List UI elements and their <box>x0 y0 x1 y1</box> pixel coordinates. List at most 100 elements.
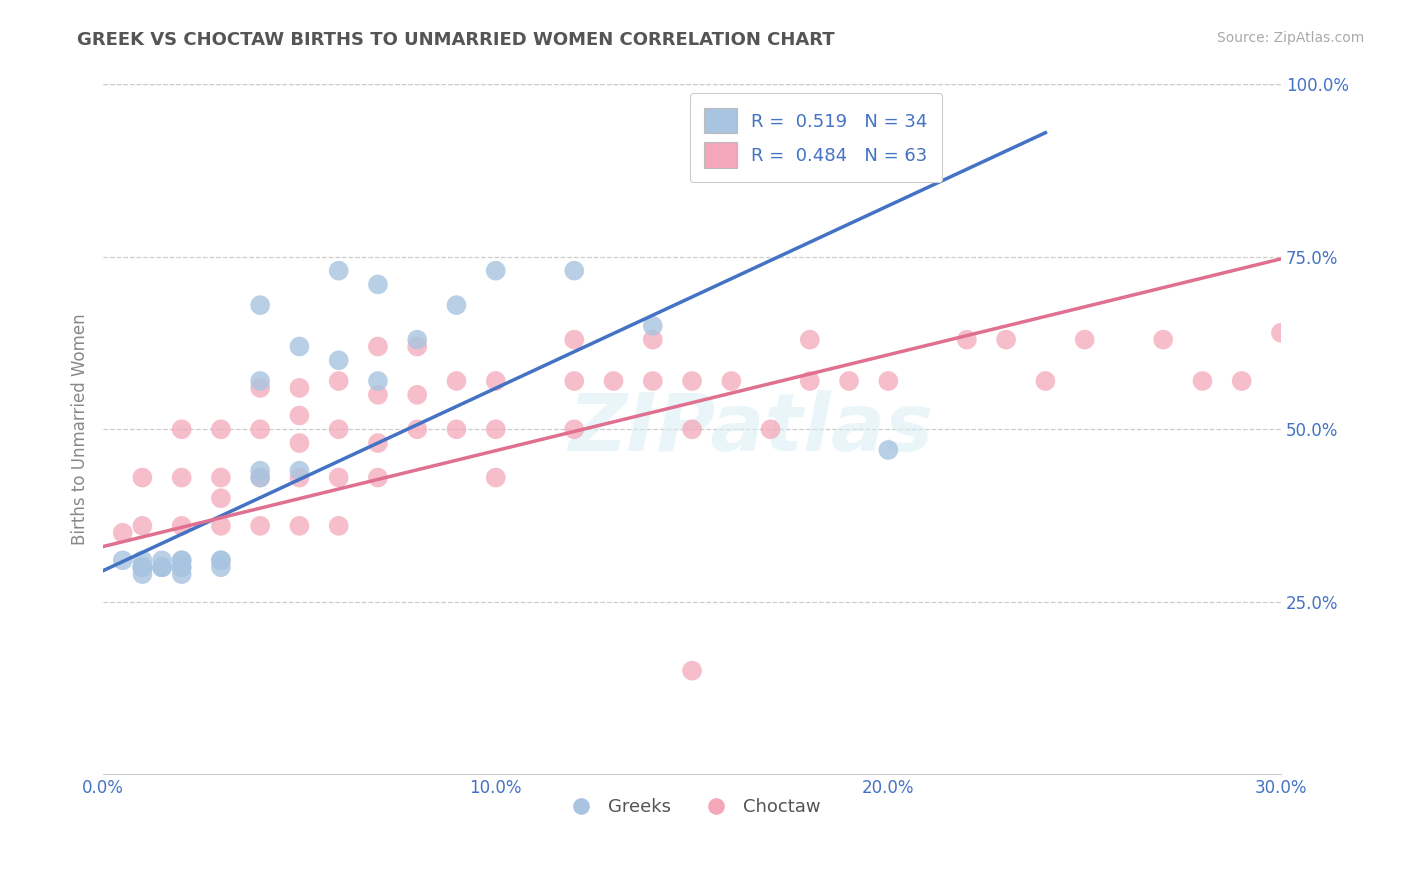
Point <box>209 553 232 567</box>
Point <box>249 464 271 478</box>
Text: Source: ZipAtlas.com: Source: ZipAtlas.com <box>1216 31 1364 45</box>
Point <box>720 374 742 388</box>
Point <box>367 470 389 484</box>
Point <box>367 436 389 450</box>
Point <box>209 519 232 533</box>
Point <box>328 470 350 484</box>
Point <box>641 318 664 333</box>
Point <box>170 519 193 533</box>
Point <box>170 560 193 574</box>
Point <box>131 560 153 574</box>
Point <box>446 422 468 436</box>
Point <box>956 333 979 347</box>
Point <box>170 567 193 582</box>
Point <box>150 560 173 574</box>
Point <box>367 388 389 402</box>
Point <box>328 519 350 533</box>
Point <box>249 374 271 388</box>
Point <box>170 553 193 567</box>
Point <box>1035 374 1057 388</box>
Point <box>249 298 271 312</box>
Point <box>485 263 508 277</box>
Point <box>209 560 232 574</box>
Point <box>406 422 429 436</box>
Point <box>681 374 703 388</box>
Point <box>209 422 232 436</box>
Point <box>150 560 173 574</box>
Point <box>131 553 153 567</box>
Point <box>406 339 429 353</box>
Point <box>1191 374 1213 388</box>
Point <box>406 388 429 402</box>
Point <box>150 553 173 567</box>
Point <box>170 422 193 436</box>
Point <box>1309 285 1331 299</box>
Point <box>406 333 429 347</box>
Point <box>288 409 311 423</box>
Point <box>759 422 782 436</box>
Point <box>209 491 232 506</box>
Point <box>1230 374 1253 388</box>
Point <box>367 374 389 388</box>
Point <box>799 374 821 388</box>
Point <box>288 339 311 353</box>
Point <box>328 422 350 436</box>
Point <box>249 470 271 484</box>
Point <box>328 263 350 277</box>
Point <box>328 353 350 368</box>
Point <box>150 560 173 574</box>
Point <box>131 567 153 582</box>
Point <box>131 560 153 574</box>
Point <box>485 374 508 388</box>
Point <box>209 470 232 484</box>
Point <box>288 519 311 533</box>
Point <box>1270 326 1292 340</box>
Point <box>131 560 153 574</box>
Point <box>131 470 153 484</box>
Point <box>877 442 900 457</box>
Point <box>1152 333 1174 347</box>
Point <box>170 553 193 567</box>
Point <box>288 436 311 450</box>
Point <box>288 470 311 484</box>
Point <box>562 333 585 347</box>
Point <box>131 519 153 533</box>
Point <box>249 519 271 533</box>
Point <box>328 374 350 388</box>
Point <box>111 525 134 540</box>
Point <box>288 381 311 395</box>
Point <box>602 374 624 388</box>
Point <box>249 470 271 484</box>
Legend: Greeks, Choctaw: Greeks, Choctaw <box>555 791 828 823</box>
Point <box>209 553 232 567</box>
Point <box>249 381 271 395</box>
Point <box>1073 333 1095 347</box>
Point <box>681 664 703 678</box>
Point <box>485 470 508 484</box>
Text: GREEK VS CHOCTAW BIRTHS TO UNMARRIED WOMEN CORRELATION CHART: GREEK VS CHOCTAW BIRTHS TO UNMARRIED WOM… <box>77 31 835 49</box>
Point <box>485 422 508 436</box>
Point <box>1348 333 1371 347</box>
Point <box>562 422 585 436</box>
Point <box>446 298 468 312</box>
Point <box>562 374 585 388</box>
Point <box>1388 215 1406 229</box>
Text: ZIPatlas: ZIPatlas <box>568 391 934 468</box>
Point <box>838 374 860 388</box>
Point <box>288 464 311 478</box>
Point <box>995 333 1018 347</box>
Point <box>681 422 703 436</box>
Point <box>877 374 900 388</box>
Point <box>641 374 664 388</box>
Point <box>641 333 664 347</box>
Point <box>170 470 193 484</box>
Point <box>562 263 585 277</box>
Point <box>170 560 193 574</box>
Y-axis label: Births to Unmarried Women: Births to Unmarried Women <box>72 313 89 545</box>
Point <box>799 333 821 347</box>
Point <box>367 277 389 292</box>
Point <box>446 374 468 388</box>
Point <box>249 422 271 436</box>
Point <box>367 339 389 353</box>
Point <box>111 553 134 567</box>
